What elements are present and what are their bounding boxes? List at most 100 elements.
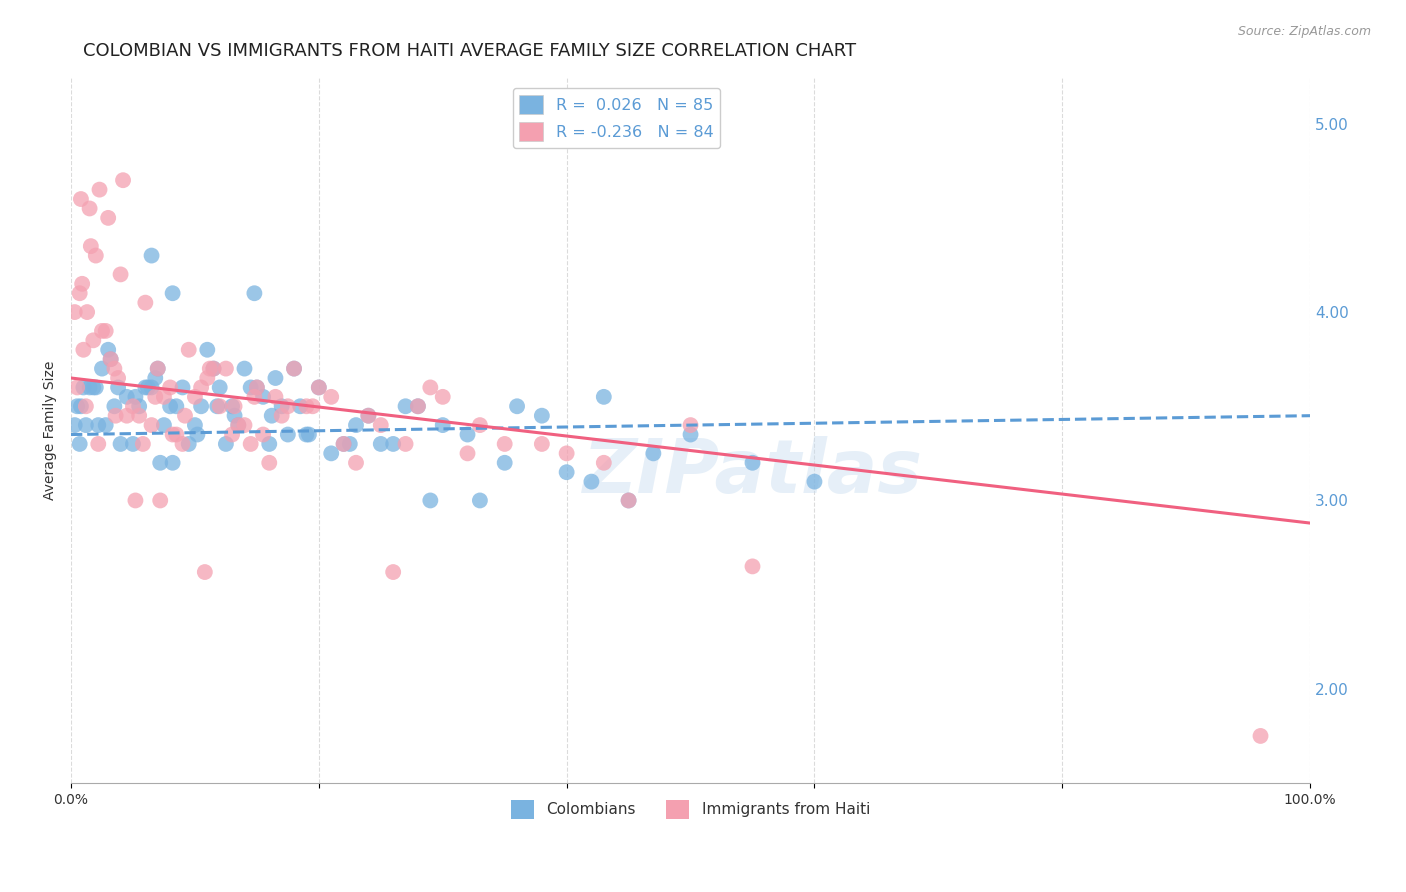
Point bbox=[153, 418, 176, 433]
Point bbox=[186, 427, 208, 442]
Point bbox=[259, 456, 281, 470]
Point bbox=[344, 456, 367, 470]
Point bbox=[283, 361, 305, 376]
Point bbox=[172, 437, 194, 451]
Point bbox=[94, 418, 117, 433]
Text: ZIPatlas: ZIPatlas bbox=[582, 435, 922, 508]
Point bbox=[246, 380, 269, 394]
Point bbox=[190, 380, 212, 394]
Point bbox=[146, 361, 169, 376]
Point bbox=[679, 418, 702, 433]
Point bbox=[198, 361, 221, 376]
Point bbox=[177, 343, 200, 357]
Point bbox=[494, 437, 516, 451]
Point bbox=[153, 390, 176, 404]
Point bbox=[643, 446, 665, 460]
Point bbox=[226, 418, 249, 433]
Point bbox=[107, 380, 129, 394]
Point bbox=[107, 371, 129, 385]
Point bbox=[406, 399, 429, 413]
Point bbox=[141, 418, 163, 433]
Point bbox=[419, 380, 441, 394]
Point bbox=[741, 456, 763, 470]
Point bbox=[124, 390, 146, 404]
Point bbox=[110, 437, 132, 451]
Point bbox=[617, 493, 640, 508]
Point bbox=[308, 380, 330, 394]
Point bbox=[84, 380, 107, 394]
Point bbox=[270, 399, 292, 413]
Point bbox=[115, 390, 138, 404]
Point bbox=[66, 399, 89, 413]
Point bbox=[295, 427, 318, 442]
Point bbox=[301, 399, 323, 413]
Point bbox=[103, 399, 125, 413]
Point bbox=[215, 437, 238, 451]
Point bbox=[202, 361, 225, 376]
Point bbox=[165, 399, 187, 413]
Point bbox=[321, 446, 343, 460]
Point bbox=[69, 286, 91, 301]
Point bbox=[321, 390, 343, 404]
Point bbox=[76, 305, 98, 319]
Point bbox=[224, 399, 246, 413]
Point bbox=[617, 493, 640, 508]
Point bbox=[184, 390, 207, 404]
Point bbox=[136, 380, 159, 394]
Point bbox=[332, 437, 354, 451]
Point bbox=[128, 409, 150, 423]
Point bbox=[202, 361, 225, 376]
Point bbox=[1250, 729, 1272, 743]
Point bbox=[432, 390, 454, 404]
Point bbox=[357, 409, 380, 423]
Point bbox=[394, 399, 416, 413]
Point bbox=[530, 409, 553, 423]
Point bbox=[70, 192, 93, 206]
Point bbox=[221, 399, 243, 413]
Point bbox=[132, 437, 155, 451]
Point bbox=[290, 399, 312, 413]
Point bbox=[112, 173, 135, 187]
Point bbox=[141, 249, 163, 263]
Point bbox=[100, 352, 122, 367]
Point bbox=[66, 380, 89, 394]
Point bbox=[159, 399, 181, 413]
Point bbox=[87, 437, 110, 451]
Point bbox=[146, 361, 169, 376]
Point bbox=[63, 305, 86, 319]
Point bbox=[94, 324, 117, 338]
Point bbox=[741, 559, 763, 574]
Point bbox=[277, 399, 299, 413]
Point bbox=[239, 437, 262, 451]
Point bbox=[457, 427, 479, 442]
Point bbox=[174, 409, 197, 423]
Point bbox=[406, 399, 429, 413]
Point bbox=[224, 409, 246, 423]
Point bbox=[419, 493, 441, 508]
Point bbox=[382, 437, 405, 451]
Point bbox=[69, 437, 91, 451]
Point bbox=[298, 427, 321, 442]
Point bbox=[308, 380, 330, 394]
Text: COLOMBIAN VS IMMIGRANTS FROM HAITI AVERAGE FAMILY SIZE CORRELATION CHART: COLOMBIAN VS IMMIGRANTS FROM HAITI AVERA… bbox=[83, 42, 856, 60]
Point bbox=[143, 371, 166, 385]
Point bbox=[87, 418, 110, 433]
Point bbox=[115, 409, 138, 423]
Point bbox=[80, 239, 103, 253]
Point bbox=[122, 437, 145, 451]
Point bbox=[260, 409, 283, 423]
Point bbox=[89, 183, 111, 197]
Point bbox=[124, 493, 146, 508]
Point bbox=[264, 371, 287, 385]
Point bbox=[70, 277, 93, 291]
Point bbox=[97, 343, 120, 357]
Text: Source: ZipAtlas.com: Source: ZipAtlas.com bbox=[1237, 25, 1371, 38]
Point bbox=[215, 361, 238, 376]
Point bbox=[252, 390, 274, 404]
Point bbox=[468, 418, 491, 433]
Point bbox=[339, 437, 361, 451]
Point bbox=[803, 475, 825, 489]
Point bbox=[592, 390, 614, 404]
Point bbox=[75, 418, 97, 433]
Point bbox=[82, 380, 104, 394]
